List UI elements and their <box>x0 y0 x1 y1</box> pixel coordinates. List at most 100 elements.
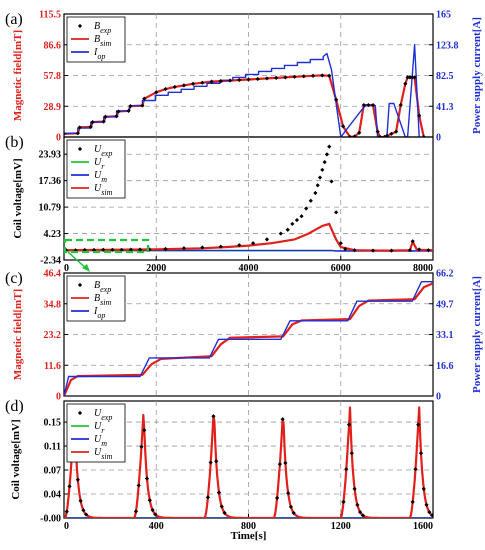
panel-d-series-u-exp-point <box>358 510 363 515</box>
panel-d-series-u-exp-point <box>150 507 155 513</box>
panel-b-series-u-exp-point <box>290 221 295 227</box>
panel-d-series-u-exp-point <box>274 495 280 501</box>
panel-c-legend-label-b-exp: Bexp <box>94 280 111 294</box>
panel-a-series-b-exp <box>64 73 426 137</box>
panel-a-legend-marker-b-exp <box>77 23 83 29</box>
panel-a-y2tick-label: 123.8 <box>436 40 459 51</box>
panel-a-series-b-exp-point <box>292 74 297 79</box>
panel-b-series-u-exp-point <box>251 241 256 246</box>
panel-d-series-u-exp-point <box>410 499 415 504</box>
panel-d-series-u-exp-point <box>211 414 216 419</box>
panel-b-series-u-exp-point <box>410 239 415 244</box>
panel-d-series-u-exp-point <box>67 484 72 489</box>
panel-c-ytick-label: 46.4 <box>44 269 62 280</box>
panel-b-series-u-exp-point <box>138 247 143 252</box>
panel-a-series-b-exp-point <box>116 109 121 114</box>
panel-a-series-b-exp-point <box>101 119 106 124</box>
panel-d-series-u-exp-point <box>205 495 211 500</box>
panel-d-series-u-exp-point <box>291 510 296 516</box>
panel-d-series-u-exp-point <box>139 444 144 449</box>
panel-d-xtick-label: 400 <box>149 521 164 532</box>
panel-b-series-u-exp-point <box>264 237 270 242</box>
panel-d-series-u-exp-point <box>136 483 141 488</box>
panel-c-legend-label-i-op: Iop <box>93 306 105 320</box>
panel-b-series-u-exp-point <box>317 175 323 180</box>
panel-b-series-u-exp-point <box>352 248 357 253</box>
panel-d-ylabel: Coil voltage[mV] <box>10 419 22 499</box>
panel-b-series-u-exp-point <box>329 179 334 184</box>
panel-d-series-u-exp-point <box>360 513 365 518</box>
panel-d-series-u-exp-point <box>427 510 432 515</box>
panel-a-ylabel: Magnetic field[mT] <box>12 30 24 121</box>
panel-b-series-u-exp-point <box>110 247 115 252</box>
panel-a-series-b-exp-point <box>255 76 260 82</box>
panel-d-ytick-label: -0.00 <box>40 514 61 525</box>
panel-a-legend-label-i-op: Iop <box>93 47 105 61</box>
panel-a-series-b-exp-point <box>412 75 417 80</box>
panel-a-ytick-label: 28.9 <box>44 102 62 113</box>
panel-d-legend-marker-u-exp <box>77 410 83 416</box>
panel-a-series-b-exp-point <box>90 119 95 125</box>
panel-a-series-b-exp-point <box>209 79 214 84</box>
panel-b-series-u-exp-point <box>308 198 313 203</box>
zoom-arrow-head <box>82 264 90 272</box>
panel-c-series-b-sim <box>64 282 433 396</box>
panel-d-series-u-exp-point <box>147 498 152 503</box>
panel-a-series-b-exp-point <box>283 75 288 80</box>
panel-a-series-b-exp-point <box>394 129 399 134</box>
panel-a-series-b-exp-point <box>200 80 205 85</box>
panel-b-series-u-exp-point <box>163 246 168 252</box>
zoom-region-box <box>63 238 150 254</box>
panel-d-series-u-exp-point <box>421 486 426 491</box>
panel-d-series-u-exp-point <box>64 509 69 514</box>
panel-a-series-b-exp-point <box>246 77 251 82</box>
panel-b-series-u-exp-point <box>327 144 332 149</box>
panel-b-series-u-exp-point <box>389 248 394 253</box>
panel-b-series-u-exp-point <box>119 247 124 252</box>
panel-d-series-u-exp-point <box>78 498 83 503</box>
panel-d-xlabel: Time[s] <box>231 530 267 542</box>
panel-a-series-b-exp-point <box>357 130 362 135</box>
panel-b-series-u-exp-point <box>313 190 318 196</box>
panel-a-series-b-exp-point <box>237 77 242 83</box>
panel-a-series-b-exp-point <box>410 75 415 80</box>
panel-d-series-u-exp-point <box>413 467 418 472</box>
panel-a-series-b-exp-point <box>114 114 119 119</box>
panel-d-xtick-label: 1600 <box>413 521 433 532</box>
panel-d-series-u-exp-point <box>355 502 360 508</box>
panel-c-y2tick-label: 49.7 <box>436 299 454 310</box>
panel-d-series-u-exp-point <box>416 422 421 427</box>
panel-a-y2tick-label: 0 <box>436 133 441 144</box>
panel-b-ylabel: Coil voltage[mV] <box>12 158 24 238</box>
panel-a-series-b-exp-point <box>375 129 380 134</box>
panel-b-series-u-exp-point <box>237 243 242 248</box>
panel-b-series-u-exp-point <box>101 247 106 252</box>
panel-c-ytick-label: 11.6 <box>44 361 61 372</box>
panel-a-series-group <box>64 44 426 137</box>
panel-a-series-b-exp-point <box>327 73 332 78</box>
panel-d-series-u-exp-point <box>208 460 213 465</box>
panel-a-series-b-exp-point <box>407 75 413 80</box>
panel-a-series-b-exp-point <box>366 102 371 108</box>
panel-d-xtick-label: 1200 <box>331 521 351 532</box>
panel-d-legend-label-u-exp: Uexp <box>94 408 112 422</box>
panel-a-ytick-label: 0 <box>56 133 61 144</box>
panel-b-xtick-label: 2000 <box>146 263 166 274</box>
panel-c-ytick-label: 34.8 <box>44 299 62 310</box>
panel-d-series-u-sim <box>64 406 433 518</box>
panel-a-y2tick-label: 165 <box>436 10 451 21</box>
panel-b-series-u-exp-point <box>294 217 300 223</box>
panel-b-series-u-exp-point <box>285 227 290 232</box>
panel-b-ytick-label: 4.23 <box>44 229 62 240</box>
panel-c-ylabel: Magnetic field[mT] <box>12 289 24 380</box>
panel-b-series-u-exp-point <box>304 206 309 211</box>
panel-b-series-u-exp-point <box>322 160 327 165</box>
panel-b-series-u-exp-point <box>278 231 283 236</box>
panel-b-series-u-exp-point <box>320 167 325 172</box>
